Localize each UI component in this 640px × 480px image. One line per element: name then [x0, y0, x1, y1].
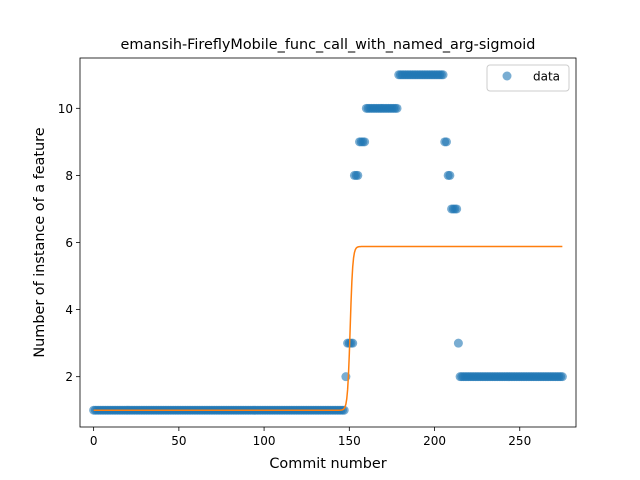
data-point: [392, 103, 402, 113]
plot-background: [80, 58, 576, 427]
data-point: [339, 405, 349, 415]
x-tick-label: 200: [423, 434, 446, 448]
data-point: [360, 137, 370, 147]
sigmoid-fit-line: [93, 245, 563, 411]
legend-box: [486, 64, 570, 92]
x-tick-label: 150: [338, 434, 361, 448]
y-tick-label: 6: [65, 236, 73, 250]
y-tick-label: 8: [65, 169, 73, 183]
x-tick-label: 250: [508, 434, 531, 448]
data-point: [438, 70, 448, 80]
data-point: [445, 170, 455, 180]
data-point: [557, 372, 567, 382]
x-tick-label: 0: [90, 434, 98, 448]
plot-area: [79, 57, 577, 428]
y-axis-ticks: 2 4 6 8 10: [58, 102, 80, 384]
data-point: [452, 204, 462, 214]
chart-title: emansih-FireflyMobile_func_call_with_nam…: [121, 37, 536, 53]
data-point: [441, 137, 451, 147]
x-tick-label: 100: [253, 434, 276, 448]
y-tick-label: 2: [65, 370, 73, 384]
legend: data: [486, 64, 570, 92]
y-axis-label: Number of instance of a feature: [32, 127, 48, 357]
data-point: [353, 170, 363, 180]
y-tick-label: 4: [65, 303, 73, 317]
x-axis-label: Commit number: [269, 456, 386, 472]
x-axis-ticks: 0 50 100 150 200 250: [90, 427, 531, 448]
y-tick-label: 10: [58, 102, 73, 116]
x-tick-label: 50: [171, 434, 186, 448]
data-point: [453, 338, 463, 348]
legend-marker-data: [502, 71, 512, 81]
legend-label-data: data: [533, 70, 560, 84]
